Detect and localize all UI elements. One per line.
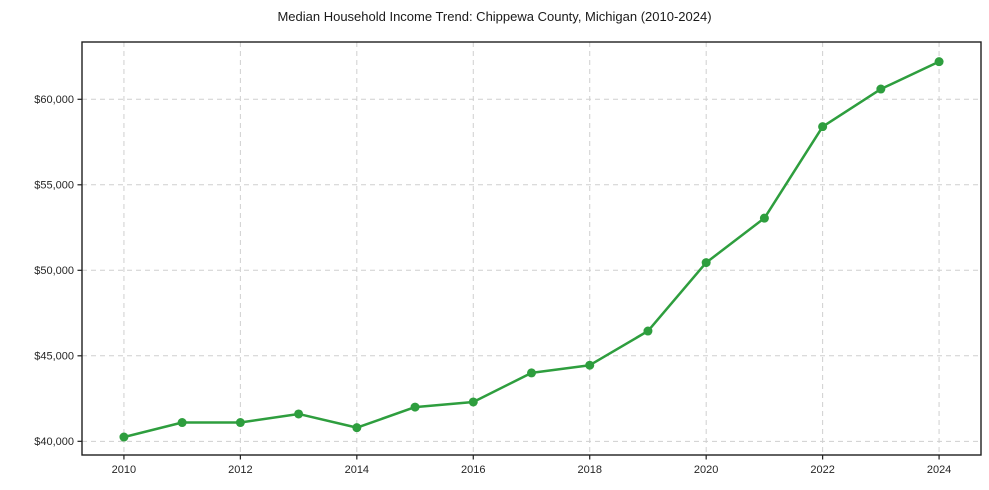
data-point bbox=[235, 418, 245, 428]
data-point bbox=[585, 360, 595, 370]
x-tick-label: 2014 bbox=[345, 464, 369, 476]
data-point bbox=[643, 326, 653, 336]
y-tick-label: $50,000 bbox=[34, 265, 74, 277]
plot-border bbox=[81, 41, 982, 456]
x-tick-label: 2022 bbox=[810, 464, 834, 476]
y-tick-label: $55,000 bbox=[34, 179, 74, 191]
income-trend-line bbox=[122, 60, 941, 439]
data-point bbox=[701, 258, 711, 268]
data-point bbox=[759, 213, 769, 223]
x-tick-label: 2020 bbox=[694, 464, 718, 476]
data-point bbox=[876, 84, 886, 94]
data-point bbox=[177, 418, 187, 428]
data-point bbox=[294, 409, 304, 419]
chart-title: Median Household Income Trend: Chippewa … bbox=[277, 9, 712, 24]
data-point bbox=[818, 122, 828, 132]
x-tick-label: 2024 bbox=[927, 464, 951, 476]
x-tick-label: 2016 bbox=[461, 464, 485, 476]
x-tick-label: 2012 bbox=[228, 464, 252, 476]
data-point bbox=[934, 57, 944, 67]
y-tick-label: $40,000 bbox=[34, 436, 74, 448]
data-point bbox=[468, 397, 478, 407]
data-point bbox=[352, 423, 362, 433]
y-tick-label: $60,000 bbox=[34, 94, 74, 106]
x-tick-label: 2010 bbox=[112, 464, 136, 476]
y-tick-label: $45,000 bbox=[34, 350, 74, 362]
data-point bbox=[410, 402, 420, 412]
data-point bbox=[119, 432, 129, 442]
data-point bbox=[527, 368, 536, 378]
x-tick-label: 2018 bbox=[577, 464, 601, 476]
